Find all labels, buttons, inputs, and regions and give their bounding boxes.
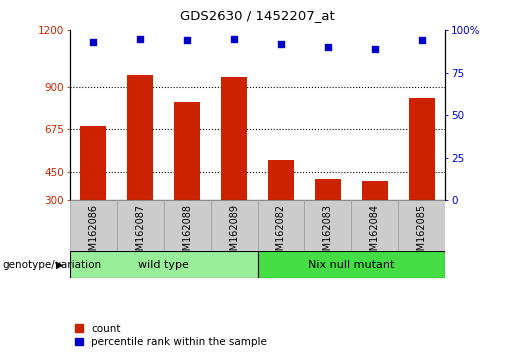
Point (89, 39, 97, 45)
Point (371, 46, 379, 52)
Bar (127, 75, 153, 200)
Bar (221, 77, 247, 200)
Bar (116, 200, 164, 251)
Text: GSM162082: GSM162082 (276, 204, 286, 263)
Text: ▶: ▶ (56, 259, 63, 270)
Bar (258, 200, 304, 251)
Bar (362, 181, 388, 200)
Bar (399, 200, 445, 251)
Bar (211, 200, 258, 251)
Bar (80, 126, 106, 200)
Bar (268, 160, 294, 200)
Bar (70, 200, 116, 251)
Text: GSM162084: GSM162084 (370, 204, 380, 263)
Text: genotype/variation: genotype/variation (3, 259, 101, 270)
Text: GSM162083: GSM162083 (323, 204, 333, 263)
Bar (315, 179, 341, 200)
Bar (352, 200, 399, 251)
Bar (304, 200, 352, 251)
Legend: count, percentile rank within the sample: count, percentile rank within the sample (75, 324, 267, 347)
Bar (70, 251, 258, 278)
Text: wild type: wild type (138, 259, 189, 270)
Text: GSM162088: GSM162088 (182, 204, 192, 263)
Point (418, 38, 426, 43)
Point (136, 36, 144, 41)
Text: GSM162087: GSM162087 (135, 204, 145, 263)
Point (183, 38, 191, 43)
Bar (409, 98, 435, 200)
Point (324, 44, 332, 50)
Point (277, 41, 285, 46)
Text: Nix null mutant: Nix null mutant (308, 259, 394, 270)
Point (230, 36, 238, 41)
Text: GSM162089: GSM162089 (229, 204, 239, 263)
Bar (258, 251, 445, 278)
Bar (174, 102, 200, 200)
Bar (164, 200, 211, 251)
Text: GSM162086: GSM162086 (88, 204, 98, 263)
Text: GSM162085: GSM162085 (417, 204, 427, 263)
Text: GDS2630 / 1452207_at: GDS2630 / 1452207_at (180, 9, 335, 22)
